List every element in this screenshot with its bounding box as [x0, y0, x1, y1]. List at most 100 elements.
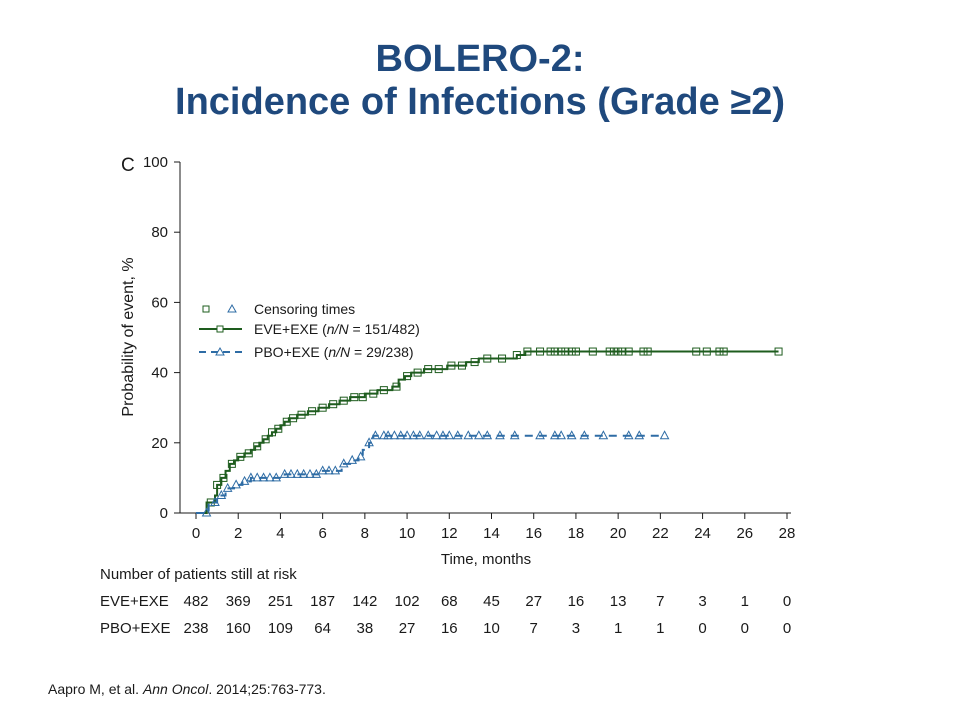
censor-marker-triangle: [438, 430, 448, 440]
risk-value: 68: [441, 593, 458, 610]
censor-marker-square: [702, 347, 711, 356]
censor-marker-triangle: [347, 454, 358, 464]
censor-marker-triangle: [222, 482, 233, 492]
censor-marker-square: [546, 347, 555, 356]
risk-value: 102: [395, 593, 420, 610]
risk-value: 1: [614, 620, 622, 637]
censor-marker-square: [498, 354, 507, 363]
risk-value: 3: [698, 593, 706, 610]
risk-value: 16: [441, 620, 458, 637]
censor-marker-triangle: [556, 430, 566, 440]
censor-marker-triangle: [383, 430, 393, 440]
censor-marker-triangle: [535, 430, 545, 440]
censor-marker-triangle: [395, 430, 406, 440]
y-ticks: 0 20 40 60 80 100: [143, 154, 180, 522]
censor-marker-square: [618, 347, 627, 356]
censor-marker-square: [457, 361, 466, 370]
censor-marker-triangle: [265, 472, 275, 482]
legend-pbo-triangle-icon: [215, 346, 225, 356]
x-tick-label: 0: [192, 525, 200, 542]
censor-marker-triangle: [364, 437, 374, 447]
risk-value: 1: [656, 620, 664, 637]
censor-marker-square: [274, 424, 283, 433]
legend-censor-square-icon: [202, 305, 210, 313]
risk-value: 1: [741, 593, 749, 610]
censor-marker-square: [561, 347, 570, 356]
y-tick-label: 80: [151, 224, 168, 241]
censor-marker-triangle: [210, 496, 220, 506]
censor-marker-square: [715, 347, 724, 356]
censor-marker-triangle: [598, 430, 609, 440]
x-tick-label: 16: [525, 525, 542, 542]
censor-marker-square: [719, 347, 728, 356]
censor-marker-triangle: [474, 430, 484, 440]
censor-marker-triangle: [317, 465, 328, 475]
axes: [179, 162, 791, 514]
x-tick-label: 18: [568, 525, 585, 542]
x-tick-label: 8: [361, 525, 369, 542]
censor-marker-square: [236, 452, 245, 461]
series: [196, 347, 783, 517]
censor-marker-square: [567, 347, 576, 356]
censor-marker-square: [213, 480, 222, 489]
censor-marker-square: [470, 358, 479, 367]
panel-label: C: [121, 155, 135, 176]
censor-marker-triangle: [463, 430, 474, 440]
censor-marker-triangle: [549, 430, 560, 440]
censor-marker-square: [392, 382, 401, 391]
censor-marker-triangle: [623, 430, 634, 440]
y-tick-label: 20: [151, 435, 168, 452]
censor-marker-square: [339, 396, 348, 405]
censor-marker-square: [253, 442, 262, 451]
censor-marker-square: [550, 347, 559, 356]
legend-censor-triangle-icon: [227, 303, 237, 313]
risk-value: 0: [783, 620, 791, 637]
legend-censor-label: Censoring times: [254, 301, 355, 317]
risk-table-header: Number of patients still at risk: [100, 566, 297, 583]
censor-marker-triangle: [286, 468, 296, 478]
risk-value: 187: [310, 593, 335, 610]
x-tick-label: 24: [694, 525, 711, 542]
censor-marker-triangle: [659, 430, 670, 440]
x-tick-label: 6: [318, 525, 326, 542]
risk-value: 142: [352, 593, 377, 610]
citation: Aapro M, et al. Ann Oncol. 2014;25:763-7…: [48, 681, 326, 697]
risk-value: 0: [698, 620, 706, 637]
censor-marker-triangle: [482, 430, 493, 440]
slide-title-line2: Incidence of Infections (Grade ≥2): [175, 81, 785, 123]
risk-row-label-pbo: PBO+EXE: [100, 620, 170, 637]
y-tick-label: 100: [143, 154, 168, 171]
x-tick-label: 20: [610, 525, 627, 542]
risk-value: 251: [268, 593, 293, 610]
y-tick-label: 0: [160, 505, 168, 522]
censor-marker-square: [424, 365, 433, 374]
censor-marker-square: [308, 407, 317, 416]
risk-value: 109: [268, 620, 293, 637]
censor-marker-square: [447, 361, 456, 370]
censor-marker-square: [329, 400, 338, 409]
censor-marker-square: [413, 368, 422, 377]
censor-marker-square: [261, 435, 270, 444]
risk-value: 10: [483, 620, 500, 637]
censor-marker-square: [219, 473, 228, 482]
censor-marker-square: [244, 449, 253, 458]
censor-marker-square: [609, 347, 618, 356]
censor-marker-square: [571, 347, 580, 356]
risk-value: 7: [530, 620, 538, 637]
x-tick-label: 2: [234, 525, 242, 542]
risk-value: 482: [183, 593, 208, 610]
censor-marker-triangle: [414, 430, 425, 440]
censor-marker-triangle: [298, 468, 309, 478]
censor-marker-triangle: [338, 458, 349, 468]
x-tick-label: 4: [276, 525, 284, 542]
y-tick-label: 60: [151, 294, 168, 311]
x-tick-label: 12: [441, 525, 458, 542]
risk-table: Number of patients still at risk EVE+EXE…: [100, 566, 791, 637]
censor-marker-triangle: [370, 430, 381, 440]
censor-marker-square: [643, 347, 652, 356]
censor-marker-square: [774, 347, 783, 356]
risk-value: 27: [525, 593, 542, 610]
censor-marker-triangle: [246, 472, 256, 482]
risk-value: 160: [226, 620, 251, 637]
